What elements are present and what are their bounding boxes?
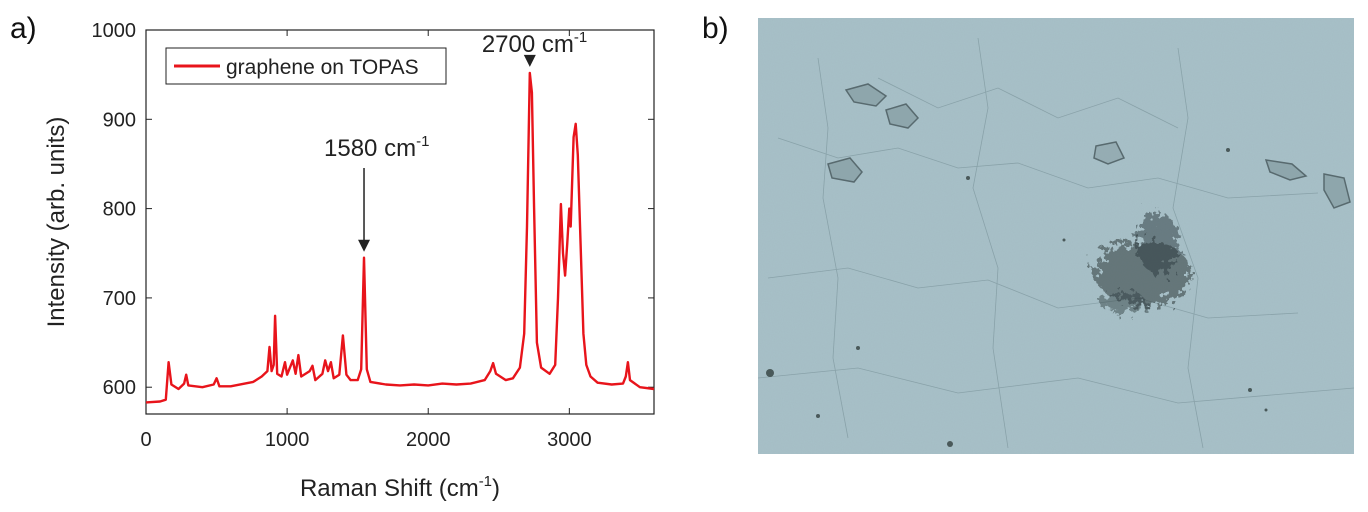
annotation-label: 1580 cm-1 xyxy=(324,133,429,162)
y-tick-label: 600 xyxy=(103,377,136,399)
chart-plot-area xyxy=(145,71,655,404)
chart-axes: 0 1000 2000 3000 600 700 800 900 1000 xyxy=(92,20,655,451)
x-tick-label: 1000 xyxy=(265,429,310,451)
photo-cracks xyxy=(758,37,1354,449)
y-axis-label: Intensity (arb. units) xyxy=(43,117,70,328)
y-tick-label: 700 xyxy=(103,288,136,310)
raman-spectrum-chart: 0 1000 2000 3000 600 700 800 900 1000 1580 cm-1 2… xyxy=(43,20,655,502)
graphene-aggregate xyxy=(1095,213,1191,313)
series-line-graphene-on-topas xyxy=(145,71,655,404)
panel-label-b: b) xyxy=(702,12,729,45)
plot-frame xyxy=(145,29,655,415)
x-axis-label: Raman Shift (cm-1) xyxy=(300,473,500,502)
annotation-arrow-head xyxy=(523,54,536,67)
annotation-label: 2700 cm-1 xyxy=(482,29,587,58)
photo-texture xyxy=(758,18,1354,454)
x-tick-label: 0 xyxy=(140,429,151,451)
y-tick-label: 900 xyxy=(103,109,136,131)
photo-flakes xyxy=(827,83,1351,209)
legend-entry: graphene on TOPAS xyxy=(226,56,419,79)
y-tick-label: 800 xyxy=(103,199,136,221)
chart-legend: graphene on TOPAS xyxy=(165,47,447,85)
chart-annotations: 1580 cm-1 2700 cm-1 xyxy=(324,29,587,252)
photo-specks xyxy=(766,148,1268,447)
annotation-arrow-head xyxy=(358,239,371,252)
y-tick-label: 1000 xyxy=(92,20,137,42)
panel-label-a: a) xyxy=(10,12,37,45)
microscope-image xyxy=(758,18,1354,454)
x-tick-label: 2000 xyxy=(406,429,451,451)
x-tick-label: 3000 xyxy=(547,429,592,451)
